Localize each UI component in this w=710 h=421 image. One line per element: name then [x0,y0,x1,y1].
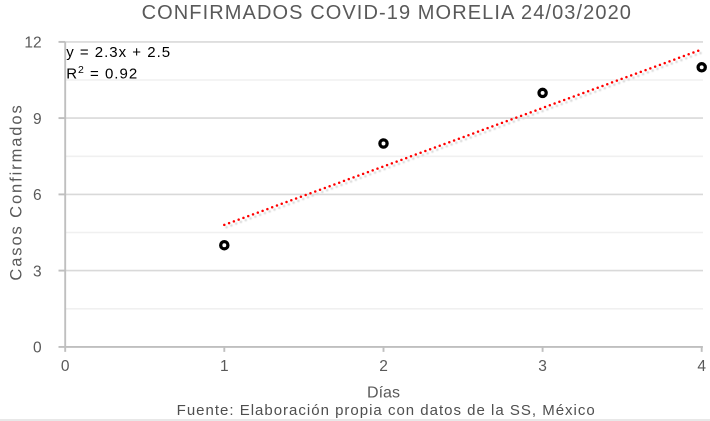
svg-text:0: 0 [61,358,70,375]
svg-text:12: 12 [24,35,41,52]
svg-text:0: 0 [33,340,42,357]
svg-text:4: 4 [697,358,706,375]
svg-text:CONFIRMADOS COVID-19 MORELIA 2: CONFIRMADOS COVID-19 MORELIA 24/03/2020 [142,2,632,24]
svg-text:1: 1 [220,358,229,375]
svg-text:Casos Confirmados: Casos Confirmados [8,103,26,280]
svg-text:Días: Días [367,385,400,402]
svg-text:3: 3 [538,358,547,375]
svg-text:Fuente: Elaboración propia con: Fuente: Elaboración propia con datos de … [177,402,596,419]
svg-text:2: 2 [379,358,388,375]
svg-text:R2 = 0.92: R2 = 0.92 [66,64,138,83]
svg-text:6: 6 [33,187,42,204]
svg-text:3: 3 [33,263,42,280]
svg-text:9: 9 [33,111,42,128]
svg-text:y = 2.3x + 2.5: y = 2.3x + 2.5 [66,44,171,61]
